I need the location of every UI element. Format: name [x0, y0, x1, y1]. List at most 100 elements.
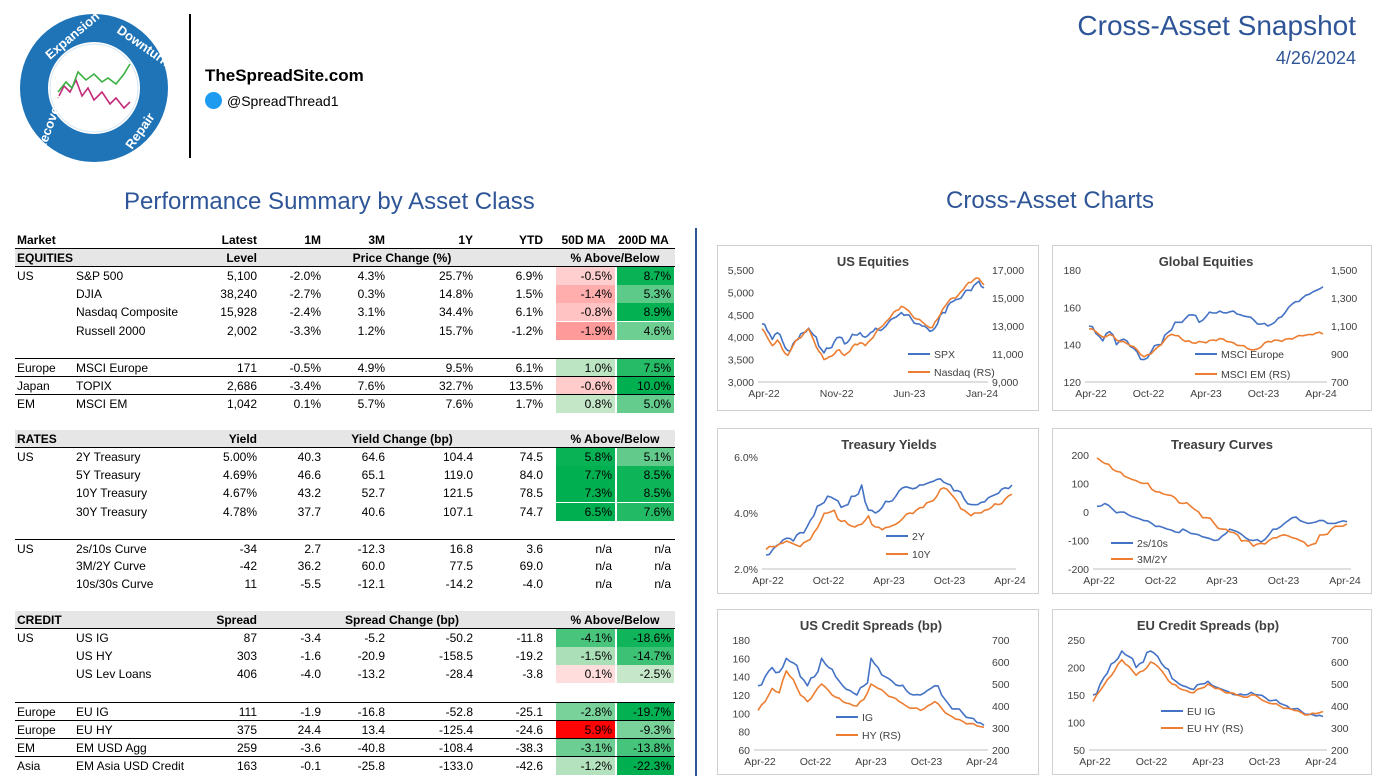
table-cell: Russell 2000: [76, 323, 146, 338]
ma200-cell: 5.1%: [616, 448, 674, 467]
table-row: DJIA 38,240 -2.7% 0.3% 14.8% 1.5% -1.4% 5.3%: [15, 285, 675, 304]
ma200-cell: -18.6%: [616, 629, 674, 648]
y-tick-label: 160: [1063, 302, 1081, 314]
ma200-cell: -9.3%: [616, 720, 674, 739]
ma50-cell: -1.9%: [555, 321, 615, 340]
table-cell: -3.6: [300, 740, 321, 755]
section-header-row: CREDIT Spread Spread Change (bp) % Above/Be…: [15, 611, 675, 630]
table-cell: 40.3: [297, 450, 321, 465]
y-tick-label: 3,000: [728, 377, 754, 389]
table-cell: -1.6: [300, 649, 321, 664]
table-cell: 4.9%: [357, 360, 385, 375]
table-cell: DJIA: [76, 287, 103, 302]
y-tick-label: 50: [1073, 745, 1085, 757]
table-cell: 7.6%: [357, 378, 385, 393]
table-cell: 65.1: [361, 468, 385, 483]
y2-tick-label: 300: [992, 723, 1010, 735]
twitter-handle[interactable]: @SpreadThread1: [205, 92, 339, 109]
table-cell: 6.1%: [515, 305, 543, 320]
y-tick-label: 4,500: [728, 310, 754, 322]
x-tick-label: Apr-22: [744, 756, 776, 768]
table-cell: US: [17, 541, 34, 556]
chart-eu-credit-spreads: EU Credit Spreads (bp) 250 200 150 100 50 700 6…: [1052, 609, 1372, 775]
table-cell: 4.3%: [357, 269, 385, 284]
series-line-0: [1092, 650, 1324, 718]
table-row: 5Y Treasury 4.69% 46.6 65.1 119.0 84.0 7.7% 8.5…: [15, 466, 675, 485]
x-tick-label: Apr-22: [1075, 388, 1107, 400]
table-cell: -108.4: [438, 740, 473, 755]
section-header-level: Yield: [228, 432, 257, 447]
table-cell: 34.4%: [438, 305, 473, 320]
table-cell: 9.5%: [445, 360, 473, 375]
table-cell: MSCI Europe: [76, 360, 149, 375]
ma50-cell: 7.7%: [555, 466, 615, 485]
x-tick-label: Apr-23: [1192, 756, 1224, 768]
ma50-cell: -0.6%: [555, 376, 615, 395]
table-cell: 11: [244, 576, 257, 591]
y-tick-label: 180: [732, 635, 750, 647]
ma50-cell: -4.1%: [555, 629, 615, 648]
legend-label: EU IG: [1187, 706, 1216, 718]
table-cell: -25.8: [357, 758, 385, 773]
table-cell: EM USD Agg: [76, 740, 147, 755]
ma50-cell: -0.8%: [555, 303, 615, 322]
table-cell: 46.6: [297, 468, 321, 483]
y-tick-label: 180: [1063, 265, 1081, 277]
table-cell: -158.5: [438, 649, 473, 664]
table-cell: -4.0: [300, 667, 321, 682]
table-cell: US: [17, 269, 34, 284]
ma200-cell: 4.6%: [616, 321, 674, 340]
y2-tick-label: 400: [992, 701, 1010, 713]
header-divider: [189, 14, 191, 158]
section-header-ma: % Above/Below: [570, 613, 660, 628]
chart-treasury-yields: Treasury Yields 6.0% 4.0% 2.0% Apr-22 Oct-22 A…: [717, 428, 1039, 594]
y2-tick-label: 700: [1331, 377, 1349, 389]
table-cell: -0.1: [300, 758, 321, 773]
x-tick-label: Oct-23: [1249, 756, 1281, 768]
table-row: Europe MSCI Europe 171 -0.5% 4.9% 9.5% 6.1% 1.0…: [15, 357, 675, 377]
y-tick-label: 6.0%: [734, 452, 758, 464]
snapshot-title: Cross-Asset Snapshot: [1077, 10, 1356, 41]
ma50-cell: -1.4%: [555, 285, 615, 304]
y2-tick-label: 1,500: [1331, 265, 1357, 277]
table-cell: 3M/2Y Curve: [76, 558, 146, 573]
table-cell: -5.2: [364, 631, 385, 646]
table-row: US HY 303 -1.6 -20.9 -158.5 -19.2 -1.5% -14.7%: [15, 647, 675, 666]
table-cell: -38.3: [515, 740, 543, 755]
ma200-cell: n/a: [616, 556, 674, 575]
chart-title: Treasury Curves: [1171, 437, 1273, 452]
table-row: EM EM USD Agg 259 -3.6 -40.8 -108.4 -38.3 -3.1%…: [15, 737, 675, 757]
y-tick-label: 4.0%: [734, 508, 758, 520]
y2-tick-label: 17,000: [992, 265, 1024, 277]
chart-title: US Credit Spreads (bp): [800, 618, 942, 633]
ma200-cell: -19.7%: [616, 702, 674, 721]
x-tick-label: Apr-23: [873, 575, 905, 587]
table-cell: -3.4%: [289, 378, 321, 393]
table-cell: 40.6: [361, 504, 385, 519]
y-tick-label: 0: [1083, 507, 1089, 519]
table-cell: -12.3: [357, 541, 385, 556]
twitter-handle-text: @SpreadThread1: [227, 92, 339, 109]
section-header-row: RATES Yield Yield Change (bp) % Above/Below: [15, 430, 675, 449]
section-header-ma: % Above/Below: [570, 432, 660, 447]
y-tick-label: 140: [732, 672, 750, 684]
series-line-1: [1092, 658, 1324, 716]
x-tick-label: Oct-23: [934, 575, 966, 587]
table-cell: S&P 500: [76, 269, 124, 284]
table-cell: 163: [236, 758, 257, 773]
x-tick-label: Oct-22: [1145, 575, 1177, 587]
table-cell: 107.1: [442, 504, 473, 519]
y2-tick-label: 600: [1331, 657, 1349, 669]
y-tick-label: 5,000: [728, 287, 754, 299]
table-cell: 60.0: [361, 558, 385, 573]
table-cell: 1.2%: [357, 323, 385, 338]
table-cell: 111: [238, 704, 257, 719]
section-header-ma: % Above/Below: [570, 251, 660, 266]
table-cell: 38,240: [220, 287, 257, 302]
table-row: Russell 2000 2,002 -3.3% 1.2% 15.7% -1.2% -1.9…: [15, 321, 675, 340]
table-cell: -3.4: [300, 631, 321, 646]
table-row: US 2Y Treasury 5.00% 40.3 64.6 104.4 74.5 5.8% 5…: [15, 448, 675, 467]
y-tick-label: 200: [1067, 663, 1085, 675]
x-tick-label: Oct-23: [911, 756, 943, 768]
y-tick-label: 100: [1071, 479, 1089, 491]
